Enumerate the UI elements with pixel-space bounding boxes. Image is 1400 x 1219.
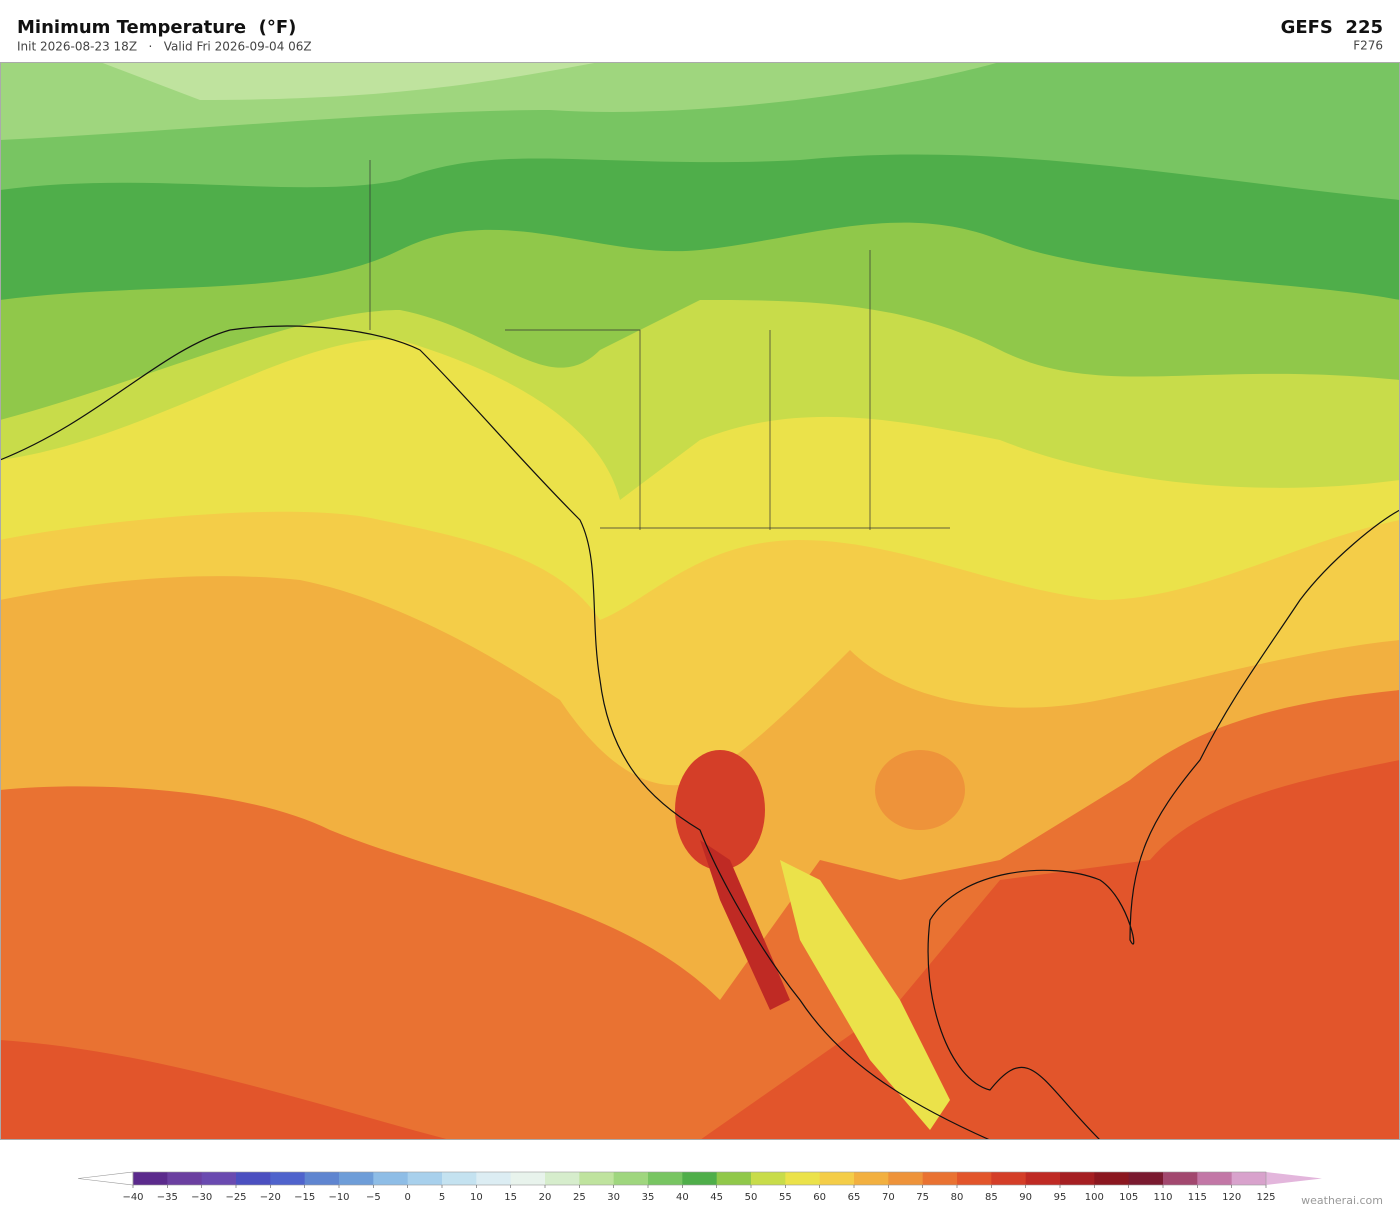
colorbar-tick-label: 115 xyxy=(1188,1192,1207,1203)
colorbar-swatch xyxy=(236,1172,271,1185)
coastline xyxy=(0,325,1400,1140)
colorbar-frame xyxy=(132,1171,1267,1186)
colorbar-swatch xyxy=(1163,1172,1198,1185)
colorbar-swatch xyxy=(1060,1172,1095,1185)
colorbar-tick-label: 95 xyxy=(1054,1192,1067,1203)
colorbar-tick-label: 5 xyxy=(439,1192,445,1203)
colorbar-swatch xyxy=(613,1172,649,1185)
colorbar-swatch xyxy=(579,1172,615,1185)
colorbar-swatch xyxy=(167,1172,203,1185)
colorbar-tick-label: 120 xyxy=(1222,1192,1241,1203)
map-patch xyxy=(675,750,765,870)
colorbar-swatch xyxy=(545,1172,580,1185)
model-label: GEFS 225 xyxy=(1281,17,1383,38)
map-patch xyxy=(700,840,790,1010)
colorbar-tick-label: −15 xyxy=(294,1192,315,1203)
colorbar-swatch xyxy=(751,1172,786,1185)
colorbar-tick-label: 80 xyxy=(951,1192,964,1203)
colorbar-tick-label: −40 xyxy=(122,1192,143,1203)
colorbar-tick-label: 0 xyxy=(404,1192,410,1203)
watermark: weatherai.com xyxy=(1301,1194,1383,1207)
colorbar-swatch xyxy=(819,1172,855,1185)
map-patch xyxy=(780,860,950,1130)
colorbar-swatch xyxy=(957,1172,992,1185)
colorbar-tick-label: 55 xyxy=(779,1192,792,1203)
colorbar-tick-label: 90 xyxy=(1019,1192,1032,1203)
colorbar-swatch xyxy=(373,1172,409,1185)
colorbar-swatch xyxy=(442,1172,477,1185)
colorbar-tick-label: −30 xyxy=(191,1192,212,1203)
colorbar-swatch xyxy=(339,1172,374,1185)
colorbar-swatch xyxy=(991,1172,1027,1185)
colorbar-extend xyxy=(1266,1172,1322,1185)
colorbar-swatch xyxy=(510,1172,546,1185)
colorbar-tick-label: −5 xyxy=(366,1192,381,1203)
colorbar-swatch xyxy=(854,1172,889,1185)
colorbar-swatch xyxy=(476,1172,512,1185)
colorbar-swatch xyxy=(1231,1172,1267,1185)
colorbar-tick-label: 70 xyxy=(882,1192,895,1203)
colorbar-swatch xyxy=(716,1172,752,1185)
colorbar-swatch xyxy=(201,1172,237,1185)
colorbar-swatch xyxy=(682,1172,718,1185)
colorbar-tick-label: −35 xyxy=(157,1192,178,1203)
subtitle: Init 2026-08-23 18Z · Valid Fri 2026-09-… xyxy=(17,40,312,54)
colorbar-tick-label: 15 xyxy=(504,1192,517,1203)
colorbar-tick-label: 110 xyxy=(1153,1192,1172,1203)
colorbar-swatch xyxy=(922,1172,958,1185)
border xyxy=(369,160,950,530)
colorbar-tick-label: 100 xyxy=(1085,1192,1104,1203)
colorbar-tick-label: 30 xyxy=(607,1192,620,1203)
colorbar-tick-label: −25 xyxy=(225,1192,246,1203)
colorbar-tick-label: 105 xyxy=(1119,1192,1138,1203)
colorbar-swatch xyxy=(407,1172,443,1185)
map-patch xyxy=(875,750,965,830)
colorbar-swatch xyxy=(1197,1172,1233,1185)
forecast-hour: F276 xyxy=(1353,39,1383,53)
colorbar-tick-label: 85 xyxy=(985,1192,998,1203)
colorbar-swatch xyxy=(1025,1172,1061,1185)
colorbar-swatch xyxy=(304,1172,340,1185)
colorbar-tick-label: −10 xyxy=(328,1192,349,1203)
colorbar-tick-label: 75 xyxy=(916,1192,929,1203)
colorbar-tick-label: 45 xyxy=(710,1192,723,1203)
colorbar-swatch xyxy=(1128,1172,1164,1185)
colorbar-swatch xyxy=(785,1172,821,1185)
colorbar-swatch xyxy=(888,1172,924,1185)
colorbar-tick-label: 25 xyxy=(573,1192,586,1203)
colorbar-tick-label: 125 xyxy=(1256,1192,1275,1203)
colorbar-extend xyxy=(77,1171,134,1186)
colorbar-tick-label: 65 xyxy=(848,1192,861,1203)
colorbar-swatch xyxy=(1094,1172,1130,1185)
colorbar-tick-label: 10 xyxy=(470,1192,483,1203)
colorbar-swatch xyxy=(648,1172,683,1185)
colorbar-tick-label: 50 xyxy=(745,1192,758,1203)
colorbar-tick-label: 20 xyxy=(539,1192,552,1203)
colorbar-tick-label: 40 xyxy=(676,1192,689,1203)
colorbar: −40 −35 −30 −25 −20 −15 −10 −5 0 5 10 15 20 25 30 35 40 4… xyxy=(77,1171,1322,1203)
colorbar-tick-label: 35 xyxy=(642,1192,655,1203)
colorbar-tick-label: 60 xyxy=(813,1192,826,1203)
colorbar-swatch xyxy=(133,1172,168,1185)
map-band xyxy=(100,62,600,100)
map xyxy=(0,62,1400,1140)
title: Minimum Temperature (°F) xyxy=(17,17,296,38)
colorbar-tick-label: −20 xyxy=(260,1192,281,1203)
colorbar-swatch xyxy=(270,1172,306,1185)
